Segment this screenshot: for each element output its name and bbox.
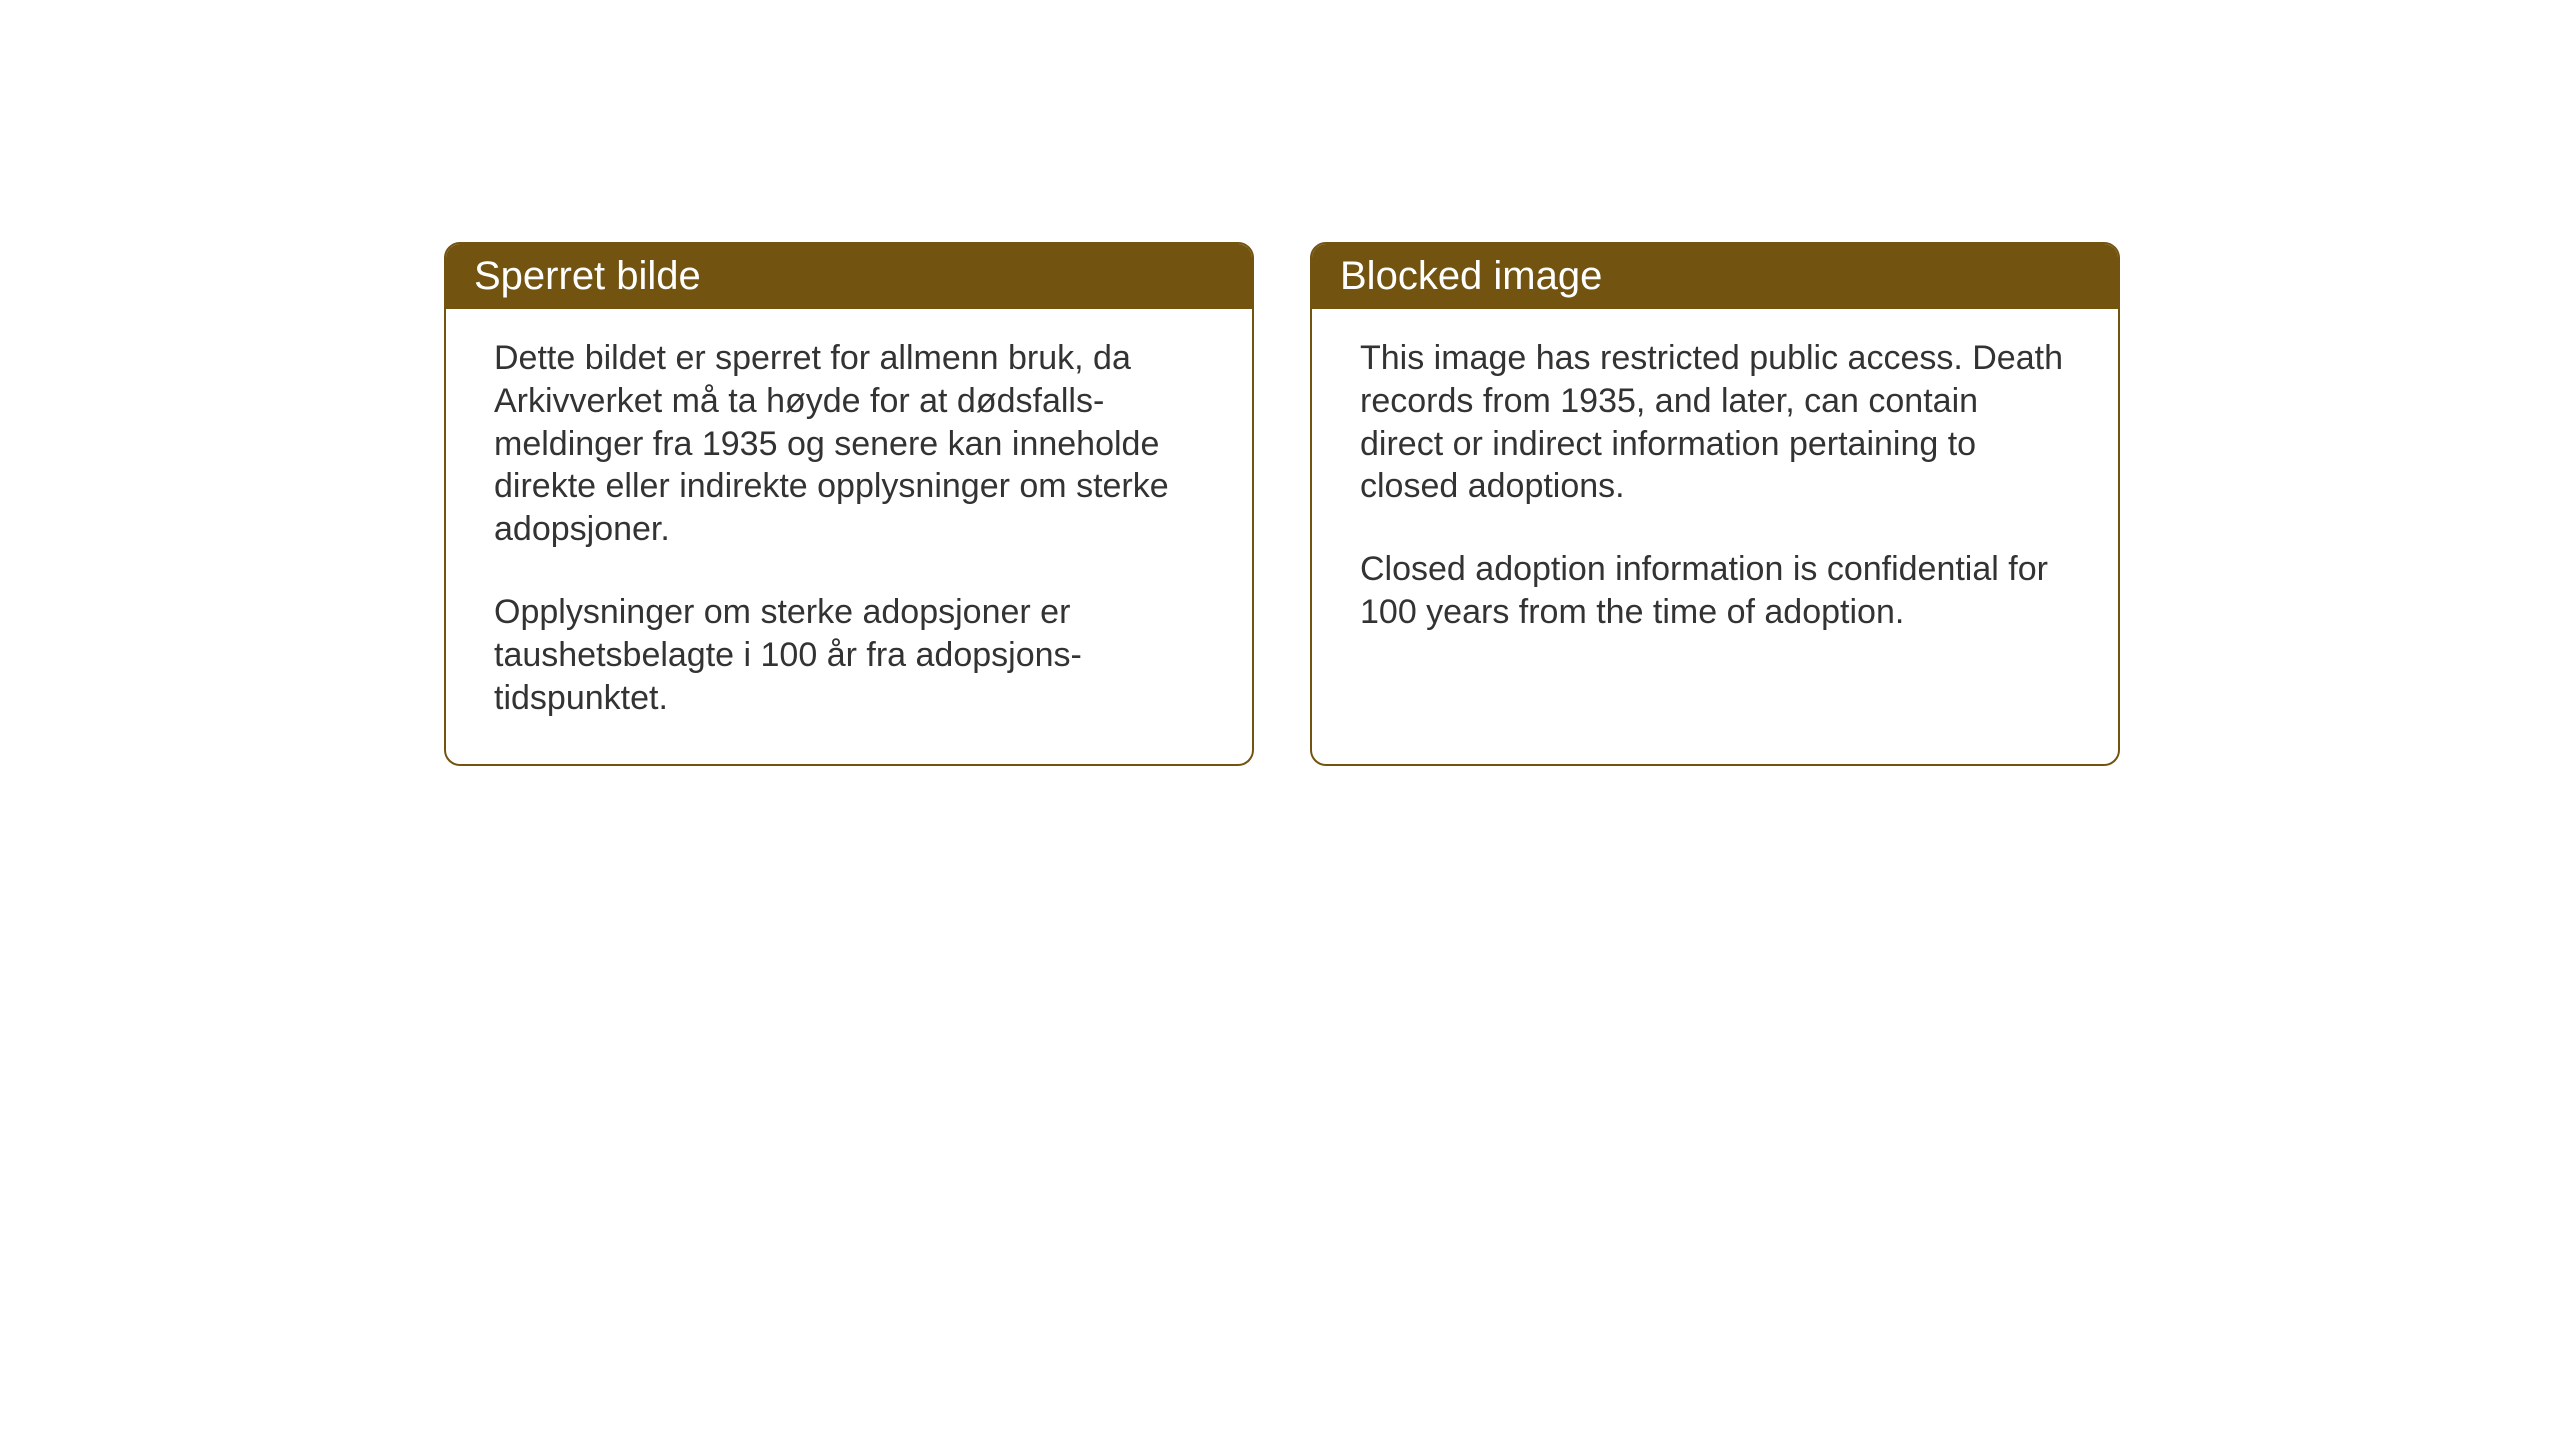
english-paragraph-1: This image has restricted public access.… <box>1360 337 2070 508</box>
norwegian-card-title: Sperret bilde <box>446 244 1252 309</box>
english-card-title: Blocked image <box>1312 244 2118 309</box>
english-notice-card: Blocked image This image has restricted … <box>1310 242 2120 766</box>
notice-cards-container: Sperret bilde Dette bildet er sperret fo… <box>444 242 2120 766</box>
norwegian-card-body: Dette bildet er sperret for allmenn bruk… <box>446 309 1252 764</box>
norwegian-paragraph-2: Opplysninger om sterke adopsjoner er tau… <box>494 591 1204 719</box>
english-card-body: This image has restricted public access.… <box>1312 309 2118 678</box>
norwegian-paragraph-1: Dette bildet er sperret for allmenn bruk… <box>494 337 1204 551</box>
norwegian-notice-card: Sperret bilde Dette bildet er sperret fo… <box>444 242 1254 766</box>
english-paragraph-2: Closed adoption information is confident… <box>1360 548 2070 634</box>
